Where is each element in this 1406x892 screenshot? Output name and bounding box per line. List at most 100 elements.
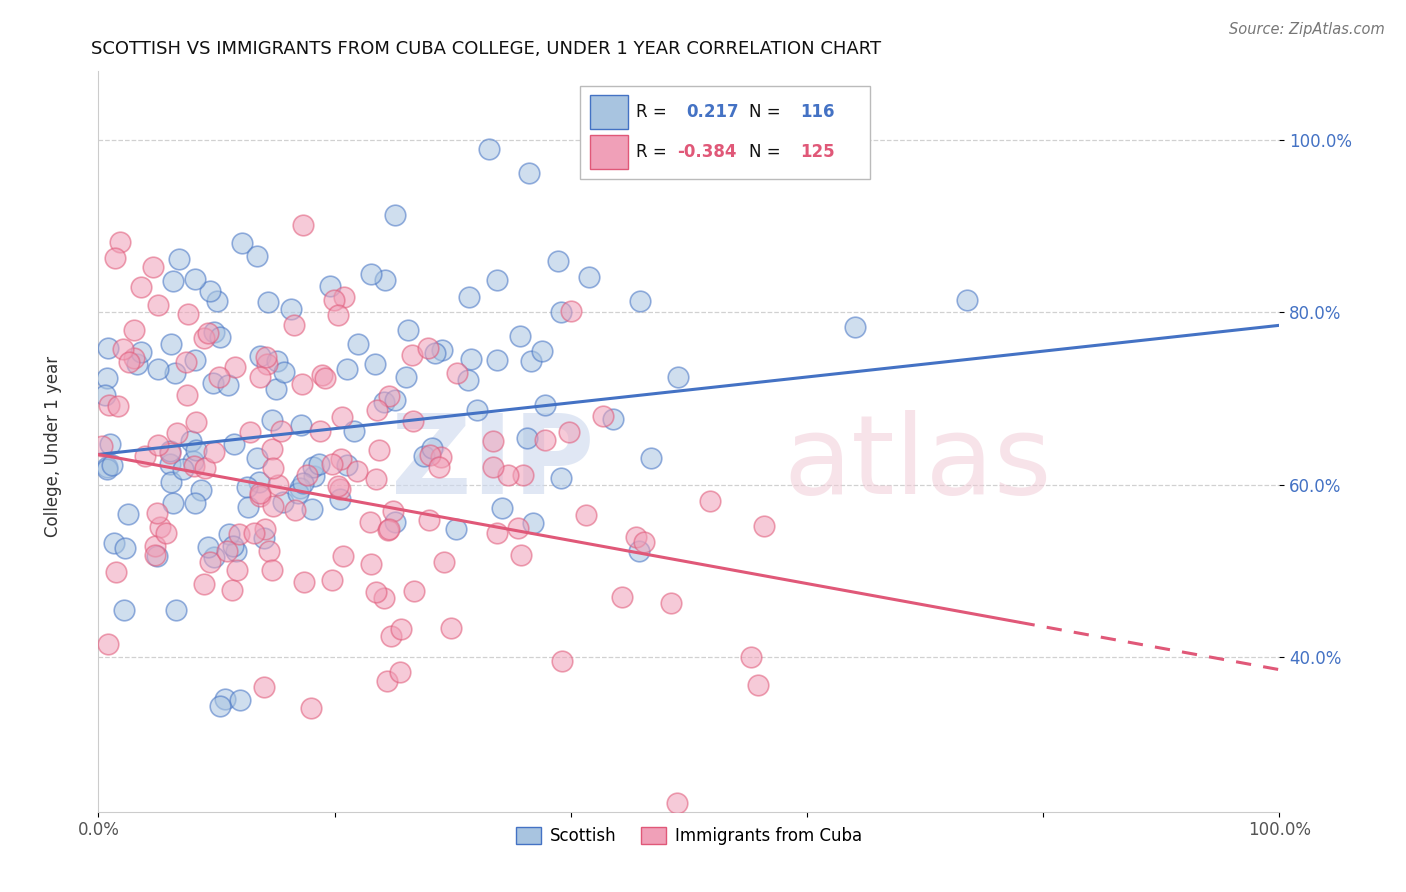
Point	[288, 481, 311, 495]
Text: Source: ZipAtlas.com: Source: ZipAtlas.com	[1229, 22, 1385, 37]
Point	[482, 460, 505, 475]
Point	[280, 301, 302, 316]
Point	[243, 526, 266, 541]
Point	[235, 479, 257, 493]
Text: 116: 116	[800, 103, 834, 121]
Point	[373, 273, 395, 287]
Point	[228, 693, 250, 707]
Point	[262, 563, 284, 577]
Point	[516, 431, 538, 445]
Point	[96, 462, 118, 476]
Point	[328, 308, 350, 322]
Point	[146, 549, 169, 563]
Point	[142, 260, 165, 274]
Point	[610, 590, 633, 604]
Point	[202, 325, 225, 339]
Point	[292, 574, 315, 589]
Point	[627, 544, 650, 558]
Point	[346, 464, 368, 478]
Point	[108, 235, 131, 250]
Point	[366, 584, 388, 599]
Point	[419, 448, 441, 462]
Point	[155, 526, 177, 541]
Point	[159, 457, 181, 471]
Point	[114, 541, 136, 555]
Point	[332, 290, 354, 304]
Point	[364, 357, 387, 371]
Point	[249, 485, 271, 500]
Point	[217, 377, 239, 392]
Point	[389, 622, 412, 636]
Point	[626, 530, 648, 544]
Point	[467, 403, 489, 417]
Point	[290, 418, 312, 433]
Point	[146, 437, 169, 451]
Point	[214, 692, 236, 706]
Point	[423, 345, 446, 359]
Point	[197, 326, 219, 340]
Point	[184, 353, 207, 368]
Point	[956, 293, 979, 307]
Text: N =: N =	[749, 103, 780, 121]
Point	[267, 477, 290, 491]
Point	[367, 443, 389, 458]
Point	[202, 550, 225, 565]
Point	[547, 253, 569, 268]
Point	[485, 526, 508, 541]
Point	[184, 272, 207, 286]
Point	[384, 393, 406, 408]
Point	[343, 424, 366, 438]
Point	[249, 370, 271, 384]
Point	[295, 467, 318, 482]
Point	[254, 350, 277, 364]
Point	[200, 284, 222, 298]
Point	[117, 507, 139, 521]
Point	[633, 534, 655, 549]
Point	[145, 548, 167, 562]
Point	[533, 398, 555, 412]
Point	[332, 549, 354, 563]
Point	[225, 544, 247, 558]
Point	[97, 398, 120, 412]
Point	[373, 591, 395, 605]
Point	[104, 565, 127, 579]
Point	[257, 295, 280, 310]
Point	[444, 522, 467, 536]
Point	[256, 357, 278, 371]
Point	[273, 365, 295, 379]
Text: ZIP: ZIP	[391, 410, 595, 517]
Point	[201, 376, 224, 390]
Point	[162, 495, 184, 509]
Point	[550, 654, 572, 668]
Point	[283, 318, 305, 332]
FancyBboxPatch shape	[589, 95, 627, 129]
Point	[378, 389, 401, 403]
Point	[122, 323, 145, 337]
Point	[659, 596, 682, 610]
Point	[519, 166, 541, 180]
Text: 0.217: 0.217	[686, 103, 740, 121]
Point	[401, 348, 423, 362]
Point	[665, 796, 688, 810]
Point	[299, 701, 322, 715]
Text: 125: 125	[800, 143, 835, 161]
Point	[418, 513, 440, 527]
Point	[186, 415, 208, 429]
Point	[166, 426, 188, 441]
Point	[460, 351, 482, 366]
Point	[558, 425, 581, 439]
Point	[174, 355, 197, 369]
Point	[291, 218, 314, 232]
Point	[301, 501, 323, 516]
Point	[163, 366, 186, 380]
Point	[496, 468, 519, 483]
Point	[360, 557, 382, 571]
Point	[378, 522, 401, 536]
Text: R =: R =	[636, 143, 666, 161]
Point	[253, 680, 276, 694]
Point	[550, 305, 572, 319]
Point	[98, 437, 121, 451]
Point	[200, 555, 222, 569]
Legend: Scottish, Immigrants from Cuba: Scottish, Immigrants from Cuba	[509, 820, 869, 852]
Point	[162, 274, 184, 288]
